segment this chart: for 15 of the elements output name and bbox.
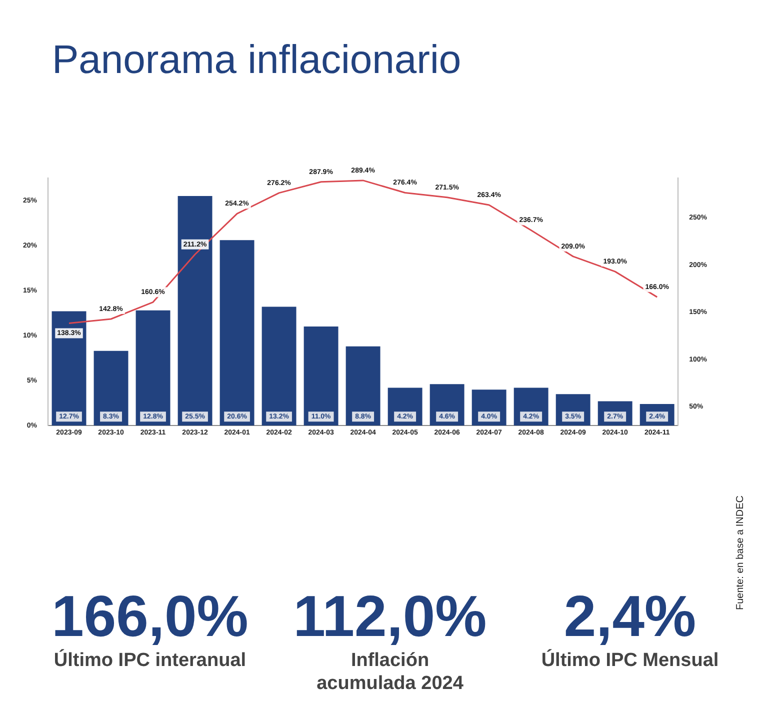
text: Último IPC Mensual <box>540 649 720 672</box>
text: 2,4% <box>564 584 696 649</box>
text: 112,0% <box>292 584 488 649</box>
bar <box>346 346 380 426</box>
text: Último IPC interanual <box>52 649 248 672</box>
text: 166,0% <box>50 584 250 649</box>
bar <box>262 306 296 426</box>
bar <box>94 350 128 426</box>
text: Inflación acumulada 2024 <box>316 649 464 695</box>
source-note: Fuente: en base a INDEC <box>735 495 746 610</box>
bar <box>178 196 212 426</box>
bar <box>136 310 170 426</box>
bar <box>220 240 254 426</box>
chart-title: Panorama inflacionario <box>52 38 462 83</box>
bar <box>304 326 338 426</box>
